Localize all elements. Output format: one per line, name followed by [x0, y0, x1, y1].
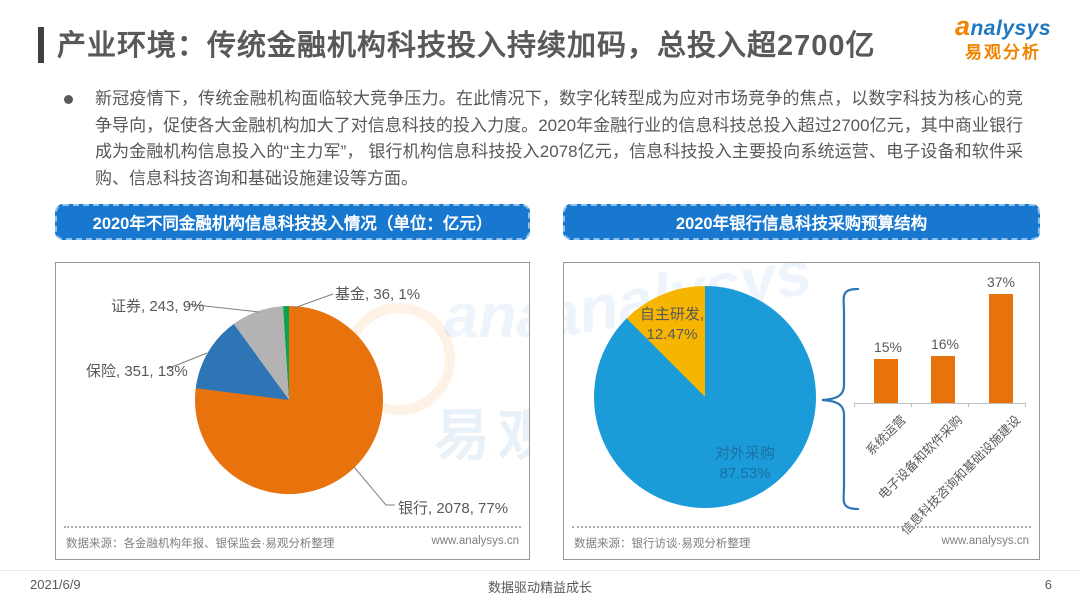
- slice-label-bank: 银行, 2078, 77%: [398, 500, 509, 517]
- leader-lines: [166, 293, 395, 506]
- brace-icon: [821, 287, 860, 511]
- leader-line-bank: [353, 466, 395, 506]
- slice-label-selfdev: 自主研发, 12.47%: [622, 305, 722, 345]
- axis-tick: [968, 403, 969, 407]
- bar-value-label: 15%: [873, 339, 903, 355]
- intro-block: 新冠疫情下，传统金融机构面临较大竞争压力。在此情况下，数字化转型成为应对市场竞争…: [60, 86, 1023, 192]
- page-title: 产业环境：传统金融机构科技投入持续加码，总投入超2700亿: [57, 30, 876, 62]
- analysys-logo: analysys 易观分析: [944, 12, 1062, 62]
- bullet-icon: [64, 95, 73, 104]
- selfdev-name: 自主研发,: [639, 306, 705, 323]
- slice-label-external: 对外采购 87.53%: [697, 444, 793, 484]
- analysys-wordmark: analysys: [954, 11, 1052, 41]
- external-pct: 87.53%: [719, 465, 771, 482]
- leader-line-securities: [186, 303, 260, 313]
- title-accent-bar: [38, 27, 44, 63]
- right-website-link[interactable]: www.analysys.cn: [941, 535, 1029, 547]
- right-chart-title: 2020年银行信息科技采购预算结构: [563, 204, 1040, 240]
- institutions-chart-panel: analysys 易观 证券, 243, 9% 基金, 36, 1% 保险, 3…: [55, 262, 530, 560]
- procurement-chart-panel: analysys 自主研发, 12.47% 对外采购 87.53% 15% 16…: [563, 262, 1040, 560]
- panel-footer-separator: [572, 526, 1031, 528]
- slice-label-insurance: 保险, 351, 13%: [86, 363, 188, 380]
- institutions-pie: [195, 306, 383, 494]
- axis-tick: [911, 403, 912, 407]
- left-chart-title: 2020年不同金融机构信息科技投入情况（单位：亿元）: [55, 204, 530, 240]
- intro-paragraph: 新冠疫情下，传统金融机构面临较大竞争压力。在此情况下，数字化转型成为应对市场竞争…: [95, 89, 1023, 188]
- left-source-note: 数据来源：各金融机构年报、银保监会·易观分析整理: [66, 538, 335, 550]
- analysys-logo-cn: 易观分析: [965, 42, 1041, 62]
- leader-line-insurance: [166, 352, 208, 370]
- panel-footer-separator: [64, 526, 521, 528]
- selfdev-pct: 12.47%: [646, 326, 698, 343]
- axis-tick: [1025, 403, 1026, 407]
- bar-consulting-infra: [989, 294, 1013, 403]
- bar-value-label: 37%: [986, 274, 1016, 290]
- bar-value-label: 16%: [930, 336, 960, 352]
- bar-equipment-software: [931, 356, 955, 403]
- bar-category-label: 系统运营: [863, 412, 909, 459]
- left-website-link[interactable]: www.analysys.cn: [431, 535, 519, 547]
- right-source-note: 数据来源：银行访谈·易观分析整理: [574, 538, 751, 550]
- footer-page-number: 6: [1044, 577, 1052, 592]
- footer-divider: [0, 570, 1080, 571]
- axis-tick: [854, 403, 855, 407]
- slice-label-fund: 基金, 36, 1%: [335, 286, 421, 303]
- bar-axis: [854, 403, 1026, 404]
- procurement-pie: [594, 286, 816, 508]
- footer-date: 2021/6/9: [30, 577, 81, 592]
- leader-line-fund: [293, 293, 334, 309]
- bar-system-ops: [874, 359, 898, 403]
- footer-slogan: 数据驱动精益成长: [487, 580, 592, 595]
- external-name: 对外采购: [714, 445, 775, 462]
- slice-label-securities: 证券, 243, 9%: [111, 298, 205, 315]
- bar-category-label: 信息科技咨询和基础设施建设: [898, 412, 1024, 538]
